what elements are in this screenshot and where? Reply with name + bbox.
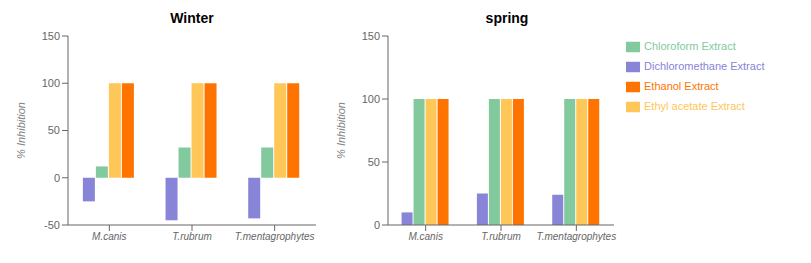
svg-text:M.canis: M.canis: [92, 231, 126, 242]
svg-text:-50: -50: [44, 219, 60, 231]
svg-text:50: 50: [48, 124, 60, 136]
html-text:Dichloromethane Extract: Dichloromethane Extract: [644, 60, 765, 72]
html-text:Ethanol Extract: Ethanol Extract: [644, 80, 719, 92]
svg-text:100: 100: [362, 93, 380, 105]
html-text:spring: spring: [485, 10, 529, 26]
svg-text:0: 0: [374, 219, 380, 231]
html-text:Chloroform Extract: Chloroform Extract: [644, 40, 736, 52]
html-text:Ethyl acetate Extract: Ethyl acetate Extract: [644, 100, 745, 112]
svg-text:M.canis: M.canis: [408, 231, 442, 242]
svg-text:50: 50: [368, 156, 380, 168]
svg-text:T.rubrum: T.rubrum: [481, 231, 521, 242]
svg-text:% Inhibition: % Inhibition: [335, 102, 347, 159]
svg-text:150: 150: [362, 30, 380, 42]
svg-text:0: 0: [54, 172, 60, 184]
svg-text:100: 100: [42, 77, 60, 89]
html-text:Winter: Winter: [170, 10, 214, 26]
svg-text:T.mentagrophytes: T.mentagrophytes: [235, 231, 315, 242]
svg-text:T.mentagrophytes: T.mentagrophytes: [536, 231, 616, 242]
svg-text:150: 150: [42, 30, 60, 42]
svg-text:T.rubrum: T.rubrum: [172, 231, 212, 242]
svg-text:% Inhibition: % Inhibition: [15, 102, 27, 159]
